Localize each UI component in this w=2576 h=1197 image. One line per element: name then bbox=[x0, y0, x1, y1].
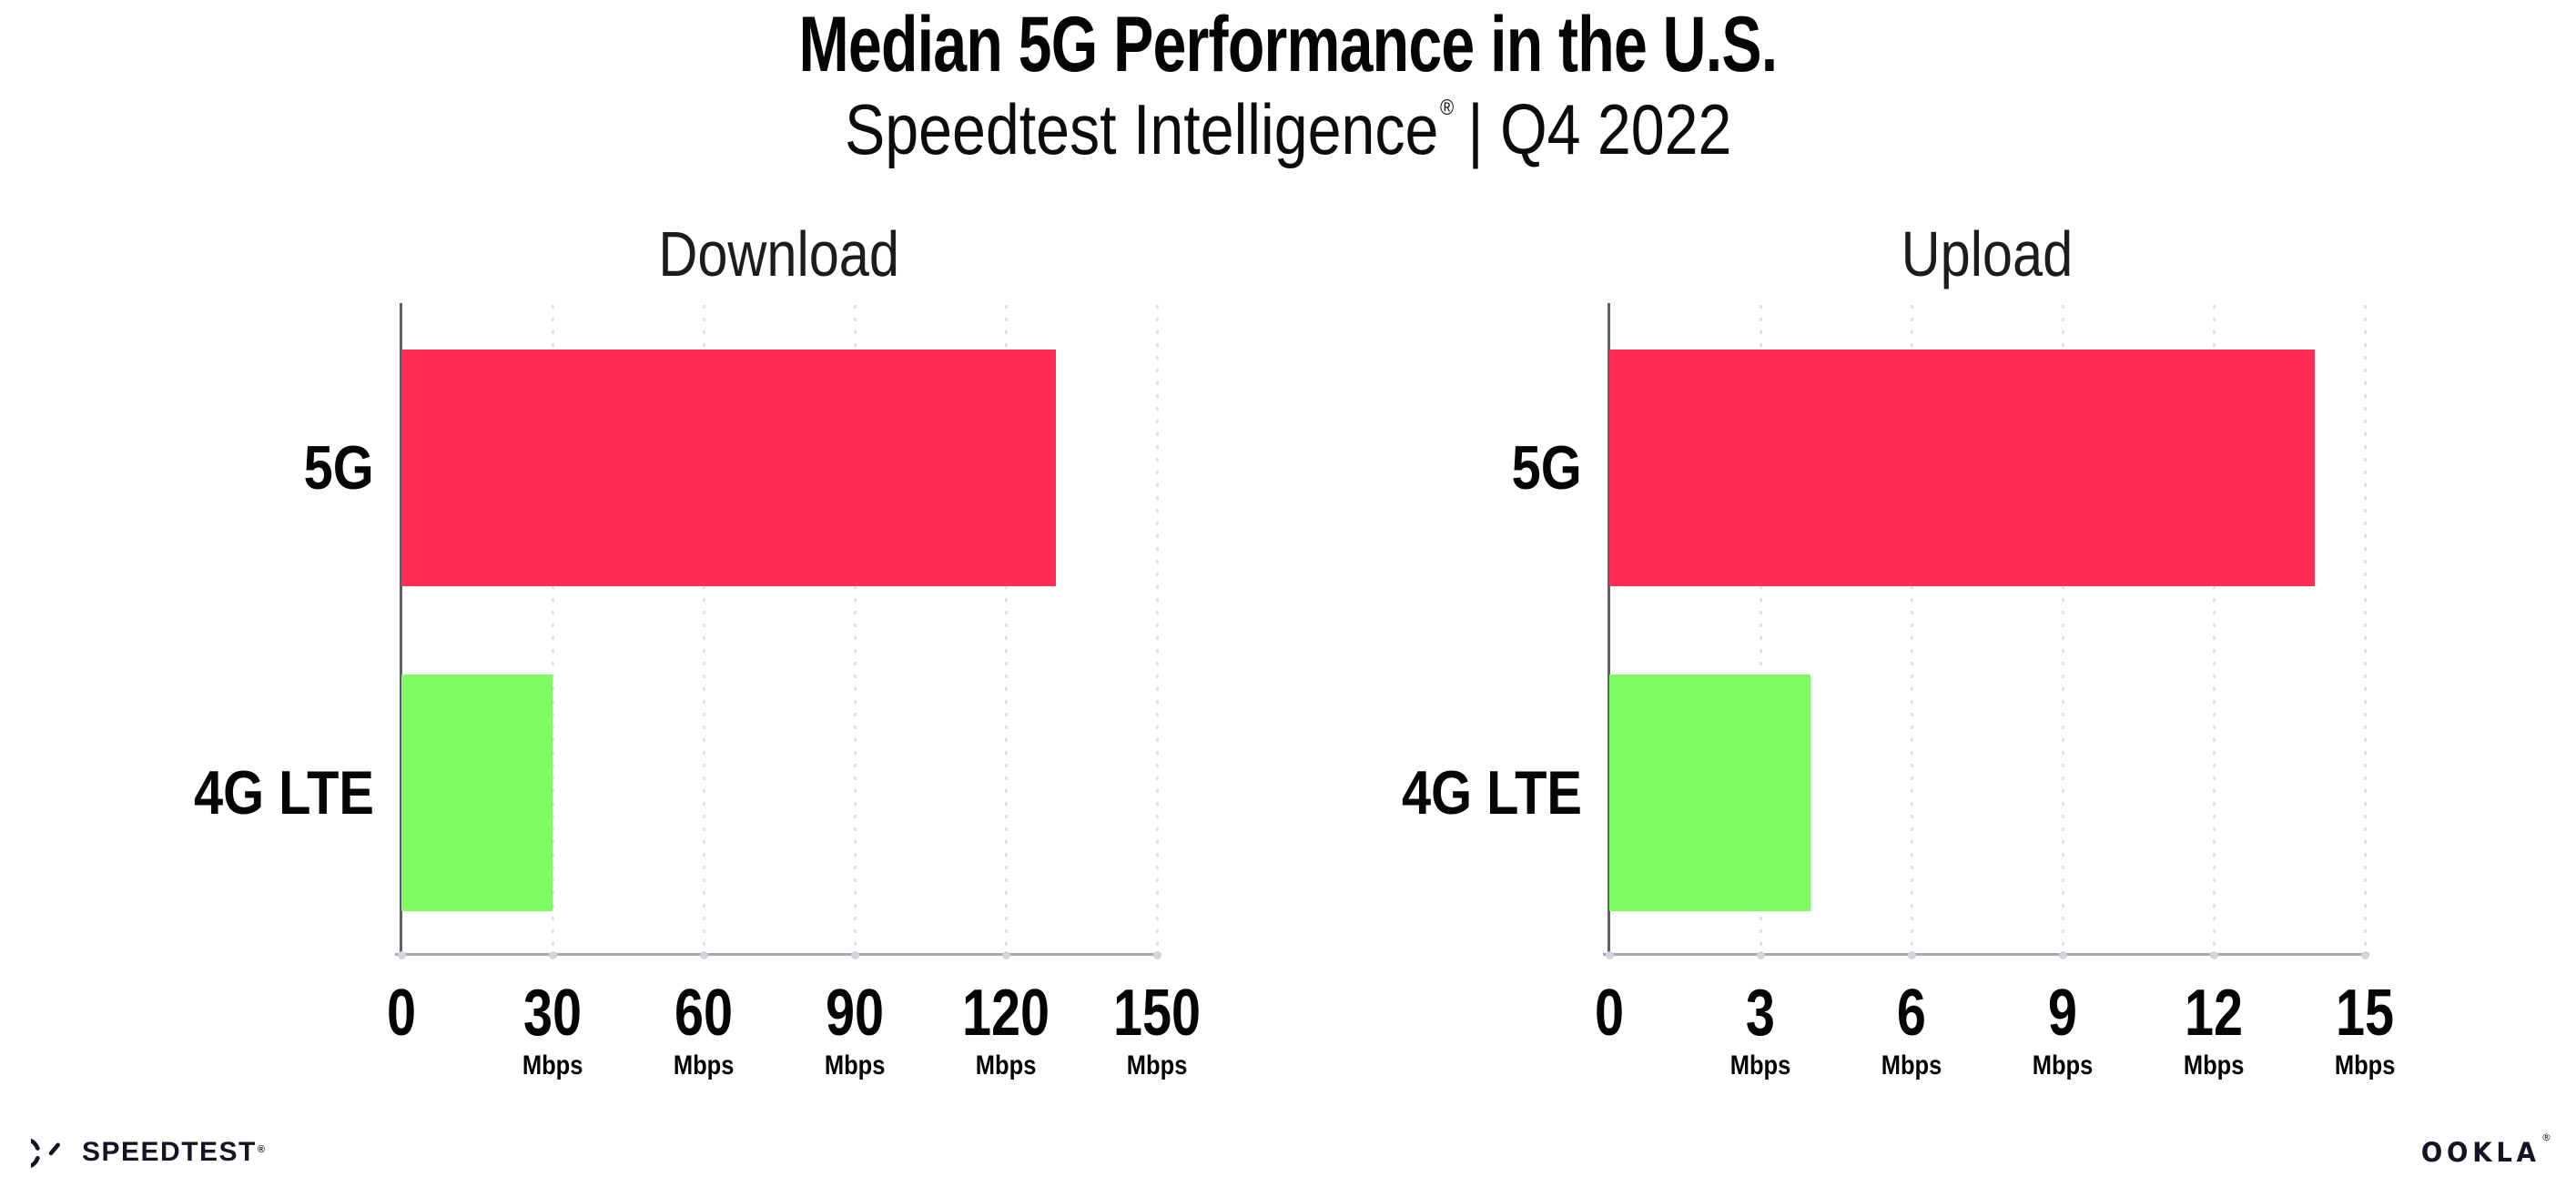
x-tick-value: 12 bbox=[2184, 977, 2244, 1050]
axis-tick-dot bbox=[1606, 951, 1614, 959]
x-tick-label: 30 Mbps bbox=[516, 977, 589, 1081]
x-tick-label: 0 bbox=[1591, 977, 1628, 1050]
x-tick-label: 12 Mbps bbox=[2177, 977, 2250, 1081]
axis-tick-dot bbox=[398, 951, 406, 959]
axis-tick-dot bbox=[851, 951, 859, 959]
upload-x-axis bbox=[1603, 953, 2369, 956]
x-tick-label: 9 Mbps bbox=[2027, 977, 2098, 1081]
x-tick-label: 90 Mbps bbox=[818, 977, 891, 1081]
category-label-5g: 5G bbox=[303, 432, 374, 502]
subtitle-period: | Q4 2022 bbox=[1467, 89, 1732, 169]
speedtest-gauge-icon bbox=[31, 1138, 60, 1169]
x-tick-value: 0 bbox=[386, 977, 417, 1050]
download-panel-title: Download bbox=[658, 218, 900, 289]
axis-tick-dot bbox=[700, 951, 708, 959]
x-tick-value: 15 bbox=[2335, 977, 2395, 1050]
ookla-logo: OOKLA ® bbox=[2415, 1131, 2551, 1168]
axis-tick-dot bbox=[1153, 951, 1161, 959]
bar-4g-lte bbox=[1609, 675, 1811, 912]
x-tick-value: 6 bbox=[1896, 977, 1927, 1050]
x-tick-unit: Mbps bbox=[1881, 1050, 1942, 1080]
axis-tick-dot bbox=[1757, 951, 1765, 959]
x-tick-unit: Mbps bbox=[824, 1050, 886, 1080]
speedtest-registered-mark: ® bbox=[257, 1144, 267, 1155]
gridline bbox=[1911, 305, 1913, 954]
subtitle-brand: Speedtest Intelligence bbox=[844, 89, 1439, 169]
x-tick-unit: Mbps bbox=[1126, 1050, 1188, 1080]
axis-tick-dot bbox=[1908, 951, 1916, 959]
x-tick-value: 120 bbox=[961, 977, 1050, 1050]
x-tick-unit: Mbps bbox=[975, 1050, 1037, 1080]
gridline bbox=[1760, 305, 1762, 954]
axis-tick-dot bbox=[549, 951, 557, 959]
x-tick-unit: Mbps bbox=[2334, 1050, 2396, 1080]
download-y-axis bbox=[400, 303, 402, 956]
upload-panel-title: Upload bbox=[1901, 218, 2074, 289]
x-tick-unit: Mbps bbox=[2183, 1050, 2245, 1080]
bar-5g bbox=[1609, 349, 2315, 586]
x-tick-unit: Mbps bbox=[2032, 1050, 2094, 1080]
chart-subtitle: Speedtest Intelligence® | Q4 2022 bbox=[0, 89, 2576, 169]
gridline bbox=[2364, 305, 2367, 954]
axis-tick-dot bbox=[2361, 951, 2369, 959]
category-label-4g-lte: 4G LTE bbox=[193, 758, 374, 828]
axis-tick-dot bbox=[2059, 951, 2067, 959]
bar-5g bbox=[401, 349, 1057, 586]
gridline bbox=[2213, 305, 2216, 954]
upload-y-axis bbox=[1607, 303, 1610, 956]
gridline bbox=[854, 305, 857, 954]
x-tick-label: 0 bbox=[383, 977, 420, 1050]
x-tick-label: 15 Mbps bbox=[2328, 977, 2401, 1081]
x-tick-value: 0 bbox=[1594, 977, 1625, 1050]
gridline bbox=[1005, 305, 1008, 954]
chart-title: Median 5G Performance in the U.S. bbox=[798, 1, 1779, 88]
gridline bbox=[2062, 305, 2064, 954]
x-tick-label: 60 Mbps bbox=[667, 977, 740, 1081]
x-tick-value: 150 bbox=[1112, 977, 1202, 1050]
x-tick-label: 150 Mbps bbox=[1102, 977, 1212, 1081]
download-x-axis bbox=[395, 953, 1161, 956]
x-tick-unit: Mbps bbox=[1729, 1050, 1791, 1080]
x-tick-value: 3 bbox=[1745, 977, 1776, 1050]
category-label-5g: 5G bbox=[1511, 432, 1582, 502]
bar-4g-lte bbox=[401, 675, 553, 912]
x-tick-label: 120 Mbps bbox=[951, 977, 1060, 1081]
x-tick-value: 9 bbox=[2047, 977, 2078, 1050]
gridline bbox=[552, 305, 554, 954]
x-tick-unit: Mbps bbox=[673, 1050, 735, 1080]
gridline bbox=[703, 305, 705, 954]
x-tick-unit: Mbps bbox=[522, 1050, 583, 1080]
x-tick-label: 6 Mbps bbox=[1876, 977, 1947, 1081]
x-tick-value: 90 bbox=[825, 977, 885, 1050]
speedtest-logo: SPEEDTEST® bbox=[31, 1132, 265, 1172]
x-tick-label: 3 Mbps bbox=[1725, 977, 1796, 1081]
axis-tick-dot bbox=[1002, 951, 1010, 959]
ookla-wordmark: OOKLA bbox=[2421, 1137, 2541, 1168]
x-tick-value: 60 bbox=[674, 977, 734, 1050]
axis-tick-dot bbox=[2210, 951, 2218, 959]
ookla-registered-mark: ® bbox=[2541, 1131, 2551, 1143]
category-label-4g-lte: 4G LTE bbox=[1401, 758, 1582, 828]
gridline bbox=[1156, 305, 1159, 954]
speedtest-wordmark: SPEEDTEST® bbox=[82, 1137, 267, 1167]
registered-trademark-symbol: ® bbox=[1439, 96, 1454, 120]
x-tick-value: 30 bbox=[522, 977, 583, 1050]
